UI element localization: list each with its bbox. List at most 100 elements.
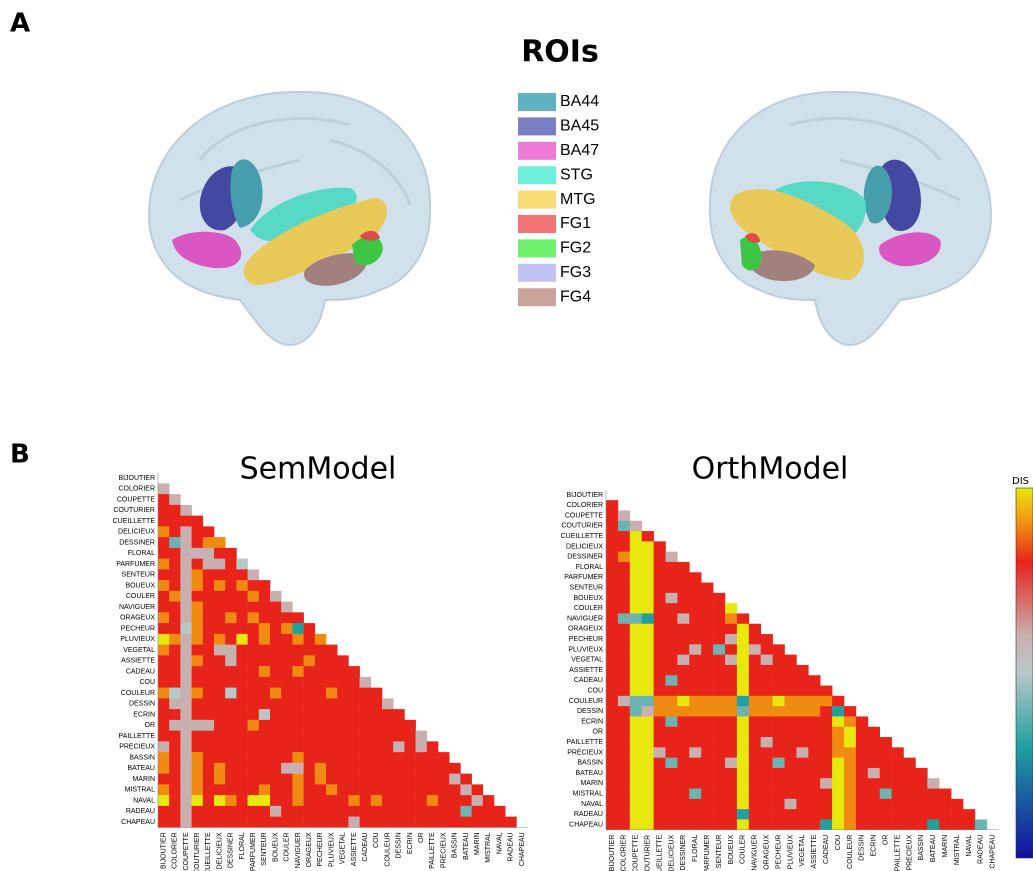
heatmap-cell [449, 795, 461, 806]
heatmap-cell [785, 789, 797, 800]
heatmap-cell [180, 817, 192, 828]
heatmap-cell [606, 758, 618, 769]
heatmap-cell [236, 752, 248, 763]
x-tick-label: ECRIN [407, 832, 414, 854]
heatmap-cell [236, 731, 248, 742]
x-tick-label: RADEAU [508, 832, 515, 861]
heatmap-cell [326, 795, 338, 806]
heatmap-cell [382, 774, 394, 785]
heatmap-cell [169, 559, 181, 570]
heatmap-cell [292, 774, 304, 785]
heatmap-cell [677, 634, 689, 645]
heatmap-cell [158, 774, 170, 785]
y-tick-label: COU [139, 679, 155, 686]
heatmap-cell [225, 731, 237, 742]
heatmap-cell [281, 795, 293, 806]
heatmap-cell [773, 809, 785, 820]
heatmap-cell [203, 537, 215, 548]
heatmap-cell [494, 806, 506, 817]
heatmap-cell [158, 602, 170, 613]
heatmap-cell [677, 716, 689, 727]
heatmap-cell [618, 583, 630, 594]
heatmap-cell [618, 624, 630, 635]
heatmap-cell [158, 731, 170, 742]
legend-swatch [518, 288, 556, 306]
heatmap-cell [203, 806, 215, 817]
heatmap-cell [348, 731, 360, 742]
heatmap-cell [248, 677, 260, 688]
heatmap-cell [630, 521, 642, 532]
y-tick-label: BATEAU [128, 765, 156, 772]
heatmap-cell [427, 774, 439, 785]
y-tick-label: OR [145, 722, 156, 729]
heatmap-cell [472, 784, 484, 795]
heatmap-cell [315, 752, 327, 763]
heatmap-cell [737, 778, 749, 789]
heatmap-cell [236, 623, 248, 634]
heatmap-cell [337, 688, 349, 699]
heatmap-cell [281, 784, 293, 795]
heatmap-cell [270, 817, 282, 828]
heatmap-cell [192, 569, 204, 580]
colorbar [1016, 488, 1033, 858]
heatmap-cell [844, 768, 856, 779]
heatmap-cell [315, 806, 327, 817]
heatmap-cell [749, 686, 761, 697]
heatmap-cell [371, 806, 383, 817]
heatmap-cell [654, 655, 666, 666]
heatmap-cell [630, 531, 642, 542]
heatmap-cell [785, 675, 797, 686]
heatmap-cell [192, 688, 204, 699]
heatmap-cell [832, 789, 844, 800]
heatmap-cell [868, 747, 880, 758]
heatmap-cell [281, 731, 293, 742]
heatmap-cell [939, 809, 951, 820]
heatmap-cell [832, 758, 844, 769]
heatmap-cell [689, 613, 701, 624]
heatmap-cell [214, 698, 226, 709]
heatmap-cell [796, 819, 808, 830]
heatmap-cell [236, 774, 248, 785]
heatmap-cell [796, 716, 808, 727]
heatmap-cell [348, 677, 360, 688]
x-tick-label: PRECIEUX [906, 834, 913, 870]
heatmap-cell [270, 591, 282, 602]
heatmap-cell [248, 795, 260, 806]
heatmap-cell [192, 516, 204, 527]
heatmap-cell [371, 731, 383, 742]
heatmap-cell [360, 784, 372, 795]
heatmap-cell [348, 774, 360, 785]
heatmap-cell [606, 706, 618, 717]
heatmap-cell [416, 763, 428, 774]
heatmap-cell [315, 677, 327, 688]
y-tick-label: DESSINER [567, 554, 603, 561]
y-tick-label: PAILLETTE [567, 739, 604, 746]
heatmap-cell [808, 706, 820, 717]
heatmap-cell [761, 799, 773, 810]
heatmap-cell [449, 774, 461, 785]
heatmap-cell [281, 709, 293, 720]
heatmap-cell [169, 580, 181, 591]
heatmap-cell [749, 799, 761, 810]
heatmap-cell [618, 716, 630, 727]
heatmap-cell [927, 778, 939, 789]
heatmap-cell [214, 559, 226, 570]
heatmap-cell [393, 763, 405, 774]
heatmap-cell [856, 778, 868, 789]
heatmap-cell [382, 741, 394, 752]
heatmap-cell [203, 795, 215, 806]
heatmap-cell [360, 806, 372, 817]
x-tick-label: BASSIN [452, 832, 459, 858]
heatmap-cell [169, 569, 181, 580]
heatmap-cell [892, 758, 904, 769]
heatmap-cell [820, 819, 832, 830]
heatmap-cell [404, 784, 416, 795]
x-tick-label: VEGETAL [340, 832, 347, 864]
heatmap-cell [761, 809, 773, 820]
heatmap-cell [337, 817, 349, 828]
panel-label: B [10, 440, 30, 470]
heatmap-cell [808, 778, 820, 789]
y-tick-label: ECRIN [133, 711, 155, 718]
heatmap-cell [192, 774, 204, 785]
heatmap-cell [248, 784, 260, 795]
